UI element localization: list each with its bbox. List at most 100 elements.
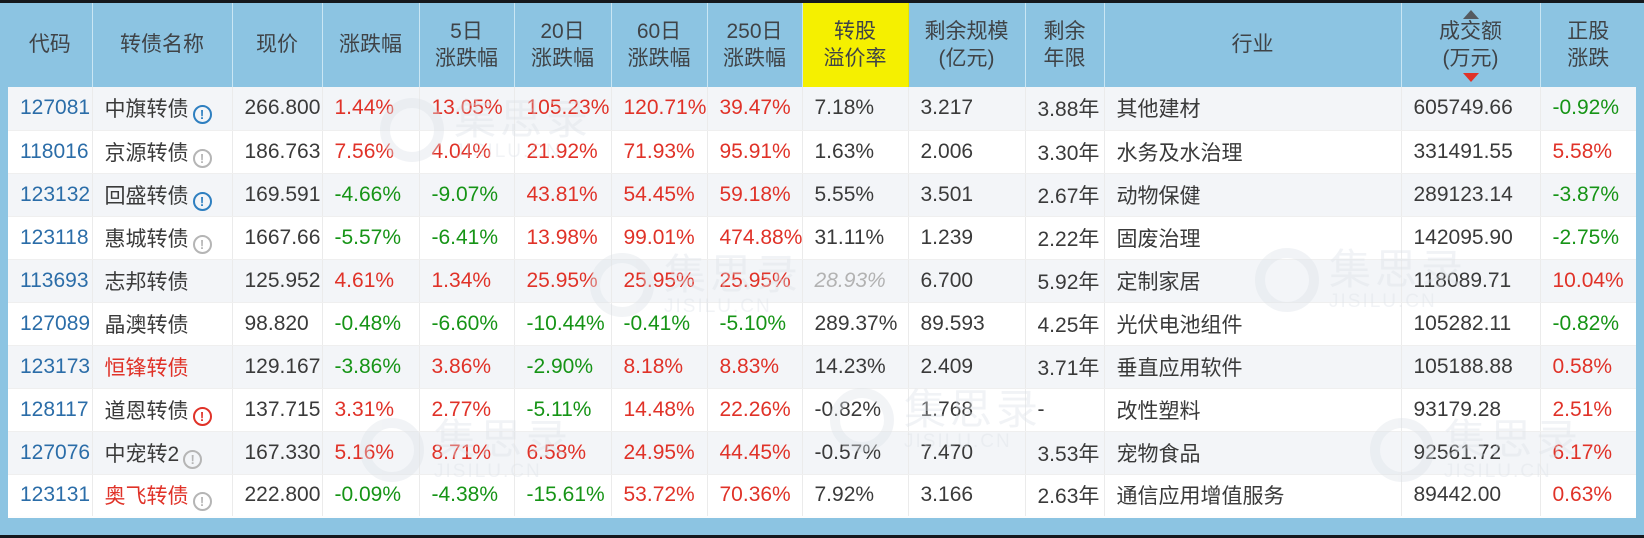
- chg60-cell: 99.01%: [611, 216, 708, 260]
- bond-code-link[interactable]: 127076: [20, 440, 91, 464]
- bond-name-link[interactable]: 道恩转债: [104, 399, 189, 423]
- column-header-label: 涨跌幅: [531, 47, 594, 70]
- circle-exclamation-icon[interactable]: !: [192, 234, 212, 254]
- premium-cell: 31.11%: [802, 216, 909, 260]
- bond-name-link[interactable]: 中宠转2: [104, 442, 180, 466]
- column-header-chg60[interactable]: 60日 涨跌幅: [611, 3, 708, 87]
- name-cell: 奥飞转债!: [92, 474, 233, 518]
- column-header-stock_chg[interactable]: 正股 涨跌: [1540, 3, 1636, 87]
- years-cell: 3.53年: [1025, 431, 1105, 475]
- chg60-cell: 8.18%: [611, 345, 708, 389]
- chg250-cell: 474.88%: [707, 216, 803, 260]
- bond-name-link[interactable]: 晶澳转债: [104, 313, 189, 337]
- column-header-label: 涨跌: [1567, 47, 1610, 70]
- column-header-code[interactable]: 代码: [8, 3, 93, 87]
- turnover-cell: 289123.14: [1401, 173, 1541, 217]
- chg5-cell: 13.05%: [419, 87, 515, 131]
- name-cell: 京源转债!: [92, 130, 233, 174]
- turnover-cell: 92561.72: [1401, 431, 1541, 475]
- turnover-cell: 118089.71: [1401, 259, 1541, 303]
- column-header-label: 20日: [540, 19, 585, 43]
- chg60-cell: 71.93%: [611, 130, 708, 174]
- circle-exclamation-icon[interactable]: !: [192, 191, 212, 211]
- chg20-cell: 25.95%: [514, 259, 612, 303]
- column-header-label: 涨跌幅: [723, 47, 786, 70]
- chg60-cell: 25.95%: [611, 259, 708, 303]
- column-header-chg[interactable]: 涨跌幅: [322, 3, 420, 87]
- size-cell: 6.700: [908, 259, 1026, 303]
- bond-code-link[interactable]: 123118: [20, 225, 89, 249]
- chg20-cell: -5.11%: [514, 388, 612, 432]
- bond-code-link[interactable]: 113693: [20, 268, 89, 292]
- column-header-industry[interactable]: 行业: [1104, 3, 1402, 87]
- column-header-size[interactable]: 剩余规模 (亿元): [908, 3, 1026, 87]
- chg60-cell: 120.71%: [611, 87, 708, 131]
- premium-cell: 5.55%: [802, 173, 909, 217]
- size-cell: 3.217: [908, 87, 1026, 131]
- name-cell: 中旗转债!: [92, 87, 233, 131]
- bond-code-link[interactable]: 123173: [20, 354, 91, 378]
- bond-name-link[interactable]: 惠城转债: [104, 227, 189, 251]
- code-cell: 118016: [8, 130, 93, 174]
- bond-code-link[interactable]: 127089: [20, 311, 91, 335]
- price-cell: 266.800: [232, 87, 323, 131]
- column-header-label: 行业: [1231, 33, 1274, 57]
- column-header-chg5[interactable]: 5日 涨跌幅: [419, 3, 515, 87]
- bond-code-link[interactable]: 123131: [20, 483, 91, 507]
- bond-name-link[interactable]: 中旗转债: [104, 98, 189, 122]
- table-row: 127081 中旗转债! 266.800 1.44% 13.05% 105.23% 120.…: [8, 87, 1636, 131]
- table-row: 123118 惠城转债! 1667.66 -5.57% -6.41% 13.98% 99.0…: [8, 216, 1636, 260]
- bond-name-link[interactable]: 恒锋转债: [104, 356, 189, 380]
- chg5-cell: 4.04%: [419, 130, 515, 174]
- circle-exclamation-icon[interactable]: !: [183, 449, 203, 469]
- name-cell: 中宠转2!: [92, 431, 233, 475]
- column-header-chg250[interactable]: 250日 涨跌幅: [707, 3, 803, 87]
- industry-cell: 改性塑料: [1104, 388, 1402, 432]
- circle-exclamation-icon[interactable]: !: [192, 148, 212, 168]
- table-row: 127089 晶澳转债 98.820 -0.48% -6.60% -10.44% -0.41…: [8, 302, 1636, 346]
- chg-cell: 1.44%: [322, 87, 420, 131]
- column-header-years[interactable]: 剩余 年限: [1025, 3, 1105, 87]
- industry-cell: 通信应用增值服务: [1104, 474, 1402, 518]
- chg5-cell: -4.38%: [419, 474, 515, 518]
- stock-chg-cell: 5.58%: [1540, 130, 1636, 174]
- size-cell: 1.239: [908, 216, 1026, 260]
- sort-desc-icon[interactable]: [1462, 73, 1479, 82]
- stock-chg-cell: 6.17%: [1540, 431, 1636, 475]
- column-header-price[interactable]: 现价: [232, 3, 323, 87]
- bond-name-link[interactable]: 奥飞转债: [104, 485, 189, 509]
- column-header-premium[interactable]: 转股 溢价率: [802, 3, 909, 87]
- chg20-cell: -2.90%: [514, 345, 612, 389]
- stock-chg-cell: 10.04%: [1540, 259, 1636, 303]
- years-cell: 2.63年: [1025, 474, 1105, 518]
- turnover-cell: 331491.55: [1401, 130, 1541, 174]
- table-row: 128117 道恩转债! 137.715 3.31% 2.77% -5.11% 14.48%…: [8, 388, 1636, 432]
- bond-code-link[interactable]: 123132: [20, 182, 91, 206]
- turnover-cell: 142095.90: [1401, 216, 1541, 260]
- bond-code-link[interactable]: 128117: [20, 397, 89, 421]
- column-header-label: 涨跌幅: [627, 47, 691, 70]
- chg-cell: 7.56%: [322, 130, 420, 174]
- code-cell: 123118: [8, 216, 93, 260]
- industry-cell: 光伏电池组件: [1104, 302, 1402, 346]
- code-cell: 127089: [8, 302, 93, 346]
- chg250-cell: 25.95%: [707, 259, 803, 303]
- turnover-cell: 105188.88: [1401, 345, 1541, 389]
- circle-exclamation-icon[interactable]: !: [192, 406, 212, 426]
- bond-name-link[interactable]: 京源转债: [104, 141, 189, 165]
- chg5-cell: 1.34%: [419, 259, 515, 303]
- bond-code-link[interactable]: 118016: [20, 139, 89, 163]
- bond-code-link[interactable]: 127081: [20, 96, 91, 120]
- column-header-chg20[interactable]: 20日涨跌幅: [514, 3, 612, 87]
- chg20-cell: -15.61%: [514, 474, 612, 518]
- circle-exclamation-icon[interactable]: !: [192, 492, 212, 512]
- chg250-cell: 59.18%: [707, 173, 803, 217]
- column-header-label: 转股: [834, 19, 876, 43]
- column-header-name[interactable]: 转债名称: [92, 3, 233, 87]
- sort-asc-icon[interactable]: [1462, 10, 1479, 19]
- bond-name-link[interactable]: 回盛转债: [104, 184, 189, 208]
- circle-exclamation-icon[interactable]: !: [192, 105, 212, 125]
- bond-name-link[interactable]: 志邦转债: [104, 270, 189, 294]
- column-header-turnover[interactable]: 成交额 (万元): [1401, 3, 1541, 87]
- table-row: 123131 奥飞转债! 222.800 -0.09% -4.38% -15.61% 53.…: [8, 474, 1636, 518]
